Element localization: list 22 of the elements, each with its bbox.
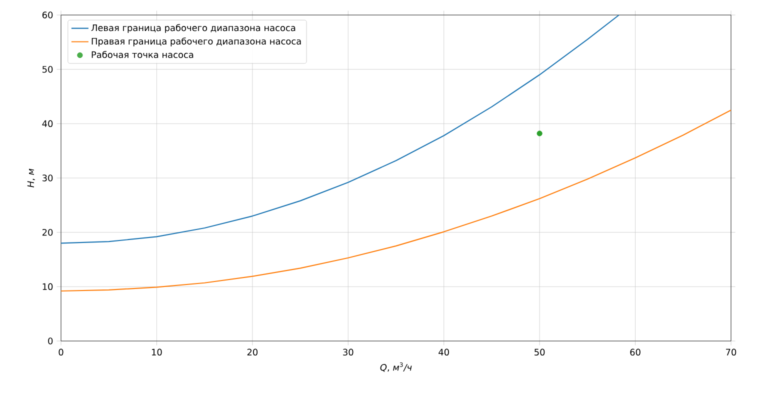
legend-label: Левая граница рабочего диапазона насоса	[91, 24, 296, 33]
x-tick-label: 20	[247, 348, 258, 356]
x-tick-label: 60	[630, 348, 640, 356]
y-tick-label: 60	[42, 12, 53, 18]
line-series	[61, 110, 732, 292]
line-series	[61, 15, 620, 244]
y-tick-label: 50	[42, 66, 53, 73]
x-tick-label: 30	[343, 348, 354, 356]
y-tick-label: 40	[42, 120, 53, 128]
x-tick-label: 40	[438, 348, 449, 356]
x-axis-title: Q, м$^{3}$/ч	[380, 362, 412, 372]
y-axis-title: H, м	[27, 168, 35, 188]
legend-label: Правая граница рабочего диапазона насоса	[92, 38, 301, 46]
x-tick-label: 70	[726, 348, 736, 356]
legend-label: Рабочая точка насоса	[92, 50, 194, 58]
y-tick-label: 10	[42, 283, 53, 290]
x-tick-label: 0	[58, 348, 64, 356]
y-tick-label: 0	[48, 338, 53, 344]
x-tick-label: 10	[152, 348, 162, 356]
y-tick-label: 20	[42, 228, 53, 236]
y-tick-label: 30	[42, 174, 53, 182]
x-tick-label: 50	[534, 348, 545, 356]
